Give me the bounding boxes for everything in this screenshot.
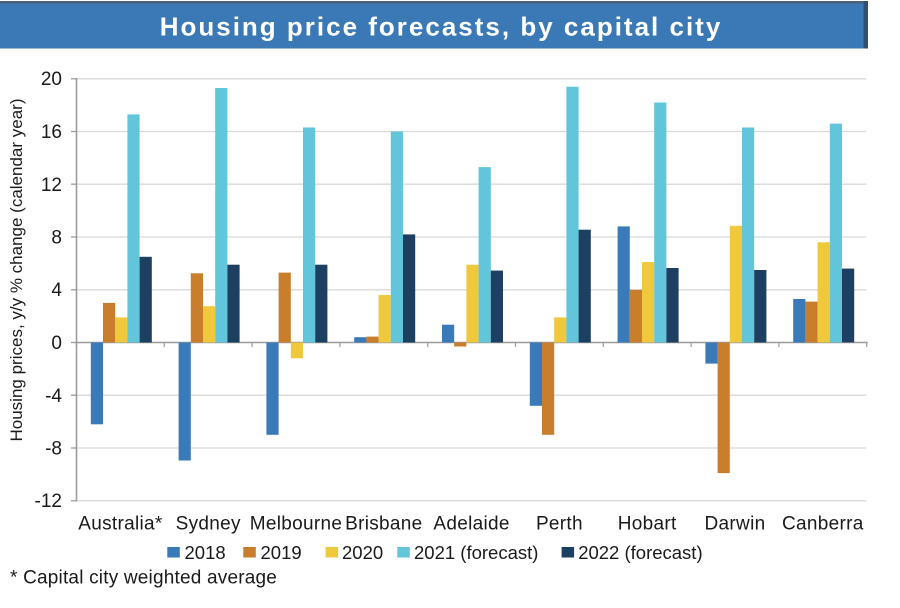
svg-text:Canberra: Canberra	[782, 514, 864, 535]
svg-text:2020: 2020	[342, 542, 383, 563]
svg-text:* Capital city weighted averag: * Capital city weighted average	[10, 568, 277, 589]
svg-text:Adelaide: Adelaide	[433, 514, 509, 535]
svg-text:2018: 2018	[185, 542, 226, 563]
svg-text:Brisbane: Brisbane	[345, 514, 422, 535]
svg-text:12: 12	[41, 175, 62, 196]
svg-text:20: 20	[41, 69, 62, 90]
svg-text:Australia*: Australia*	[78, 514, 163, 535]
svg-text:16: 16	[41, 122, 62, 143]
svg-text:Perth: Perth	[536, 514, 583, 535]
svg-text:Housing prices, y/y % change (: Housing prices, y/y % change (calendar y…	[7, 99, 26, 442]
svg-text:Melbourne: Melbourne	[250, 514, 342, 535]
svg-text:8: 8	[51, 228, 62, 249]
svg-text:-8: -8	[45, 439, 62, 460]
svg-text:Housing price forecasts, by ca: Housing price forecasts, by capital city	[160, 12, 723, 42]
svg-text:-12: -12	[35, 491, 62, 512]
svg-text:-4: -4	[45, 386, 62, 407]
svg-text:2021 (forecast): 2021 (forecast)	[414, 542, 538, 563]
svg-text:Sydney: Sydney	[176, 514, 241, 535]
svg-text:4: 4	[51, 280, 62, 301]
svg-text:Darwin: Darwin	[705, 514, 766, 535]
svg-text:0: 0	[51, 333, 62, 354]
svg-text:Hobart: Hobart	[618, 514, 677, 535]
svg-text:2022 (forecast): 2022 (forecast)	[578, 542, 702, 563]
svg-text:2019: 2019	[261, 542, 302, 563]
